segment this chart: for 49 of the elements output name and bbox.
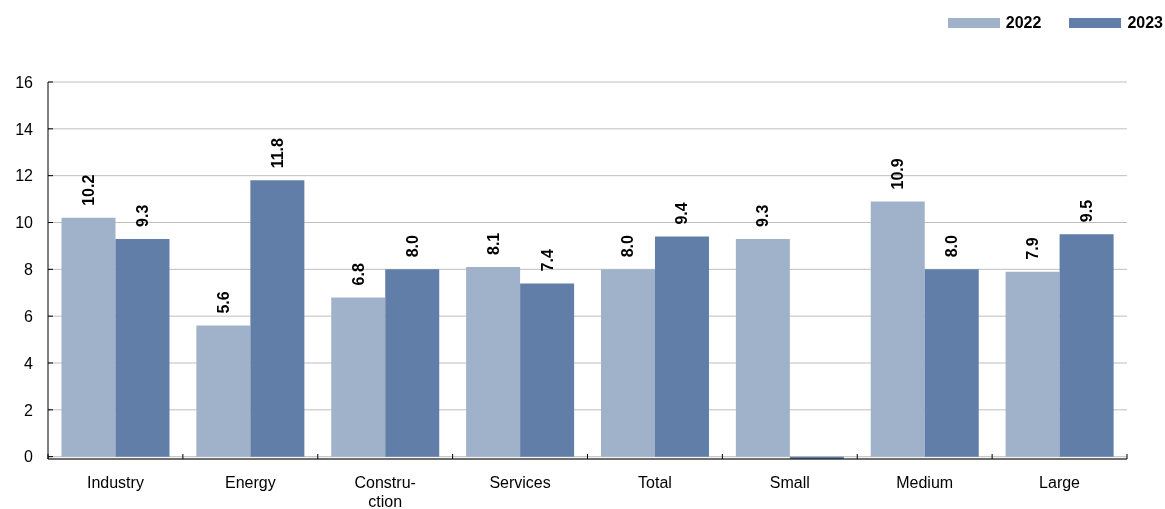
y-tick-label: 10 bbox=[15, 214, 34, 232]
data-label: 9.3 bbox=[754, 204, 772, 227]
data-label: 9.3 bbox=[133, 204, 151, 227]
x-tick-label: Medium bbox=[896, 474, 954, 491]
bar bbox=[924, 269, 979, 457]
data-label: 7.9 bbox=[1024, 237, 1042, 260]
bar bbox=[385, 269, 440, 457]
data-label: 6.8 bbox=[349, 263, 367, 286]
bar bbox=[870, 201, 925, 457]
bar bbox=[1059, 234, 1114, 457]
bar bbox=[520, 283, 575, 457]
legend-label: 2023 bbox=[1127, 14, 1163, 32]
x-tick-label: Constru- ction bbox=[354, 474, 416, 509]
bar bbox=[196, 325, 251, 457]
data-label: 5.6 bbox=[214, 291, 232, 314]
data-label: 8.0 bbox=[943, 234, 961, 258]
bar bbox=[1005, 271, 1060, 457]
x-tick-label: Total bbox=[638, 474, 672, 491]
x-tick-label: Energy bbox=[224, 474, 276, 491]
data-label: 8.0 bbox=[403, 234, 421, 258]
data-label: 10.2 bbox=[79, 174, 97, 206]
legend-label: 2022 bbox=[1005, 14, 1042, 32]
y-tick-label: 6 bbox=[24, 307, 34, 325]
data-label: 9.4 bbox=[673, 202, 691, 225]
x-tick-label: Small bbox=[769, 474, 810, 491]
data-label: 11.8 bbox=[268, 137, 286, 169]
data-label: 10.9 bbox=[889, 158, 907, 190]
bar bbox=[115, 238, 170, 457]
data-label: 7.4 bbox=[538, 249, 556, 272]
y-tick-label: 8 bbox=[24, 261, 34, 279]
data-label: 9.5 bbox=[1078, 199, 1096, 223]
bar bbox=[654, 236, 709, 457]
bar bbox=[735, 238, 790, 457]
y-tick-label: 16 bbox=[15, 73, 34, 91]
x-tick-label: Industry bbox=[86, 474, 144, 491]
x-tick-label: Services bbox=[489, 474, 551, 491]
bar bbox=[466, 266, 521, 457]
data-label: 8.0 bbox=[619, 234, 637, 258]
y-tick-label: 2 bbox=[24, 401, 34, 419]
bar bbox=[600, 269, 655, 457]
y-tick-label: 4 bbox=[24, 354, 34, 372]
bar bbox=[61, 217, 116, 457]
y-tick-label: 14 bbox=[15, 120, 34, 138]
bar bbox=[250, 180, 305, 457]
bar bbox=[331, 297, 386, 457]
y-tick-label: 0 bbox=[24, 448, 34, 466]
data-label: 8.1 bbox=[484, 232, 502, 255]
y-tick-label: 12 bbox=[15, 167, 34, 185]
x-tick-label: Large bbox=[1039, 474, 1081, 491]
